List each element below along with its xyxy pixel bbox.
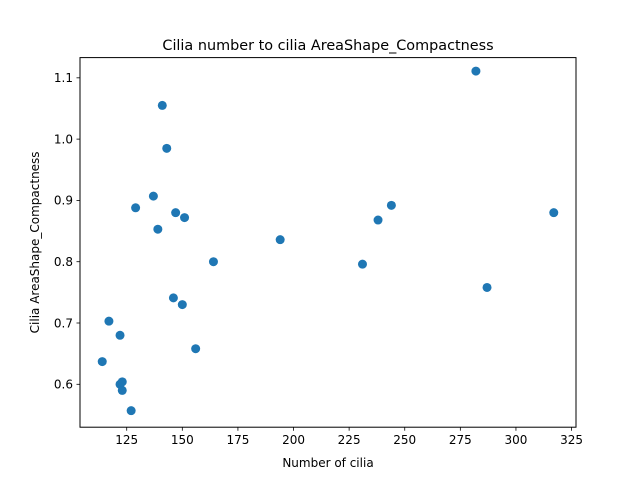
data-point <box>162 143 172 153</box>
plot-frame <box>79 57 577 428</box>
data-point <box>148 191 158 201</box>
data-point <box>357 259 367 269</box>
x-tick-label: 325 <box>560 433 583 447</box>
data-point <box>482 282 492 292</box>
y-tick-label: 0.7 <box>54 316 73 330</box>
data-point <box>373 215 383 225</box>
x-tick-label: 275 <box>449 433 472 447</box>
data-point <box>131 203 141 213</box>
data-point <box>115 330 125 340</box>
data-point <box>177 300 187 310</box>
y-tick-label: 0.8 <box>54 255 73 269</box>
data-point <box>171 208 181 218</box>
data-point <box>180 213 190 223</box>
y-tick-label: 0.9 <box>54 194 73 208</box>
y-tick-label: 1.0 <box>54 132 73 146</box>
y-axis-label: Cilia AreaShape_Compactness <box>28 151 42 333</box>
data-point <box>117 385 127 395</box>
data-point <box>157 100 167 110</box>
x-axis-label: Number of cilia <box>282 456 373 470</box>
data-point <box>104 316 114 326</box>
data-points <box>97 66 559 416</box>
x-tick-label: 225 <box>338 433 361 447</box>
x-tick-label: 300 <box>504 433 527 447</box>
data-point <box>549 208 559 218</box>
data-point <box>386 200 396 210</box>
x-axis-ticks: 125 150 175 200 225 250 275 300 325 <box>115 427 583 447</box>
data-point <box>126 406 136 416</box>
data-point <box>275 235 285 245</box>
data-point <box>208 257 218 267</box>
data-point <box>117 377 127 387</box>
y-axis-ticks: 0.6 0.7 0.8 0.9 1.0 1.1 <box>54 71 80 392</box>
chart-title: Cilia number to cilia AreaShape_Compactn… <box>162 38 493 54</box>
data-point <box>153 224 163 234</box>
x-tick-label: 150 <box>171 433 194 447</box>
x-tick-label: 250 <box>393 433 416 447</box>
x-tick-label: 175 <box>226 433 249 447</box>
data-point <box>168 293 178 303</box>
data-point <box>97 357 107 367</box>
x-tick-label: 125 <box>115 433 138 447</box>
y-tick-label: 0.6 <box>54 378 73 392</box>
y-tick-label: 1.1 <box>54 71 73 85</box>
data-point <box>471 66 481 76</box>
data-point <box>191 344 201 354</box>
x-tick-label: 200 <box>282 433 305 447</box>
